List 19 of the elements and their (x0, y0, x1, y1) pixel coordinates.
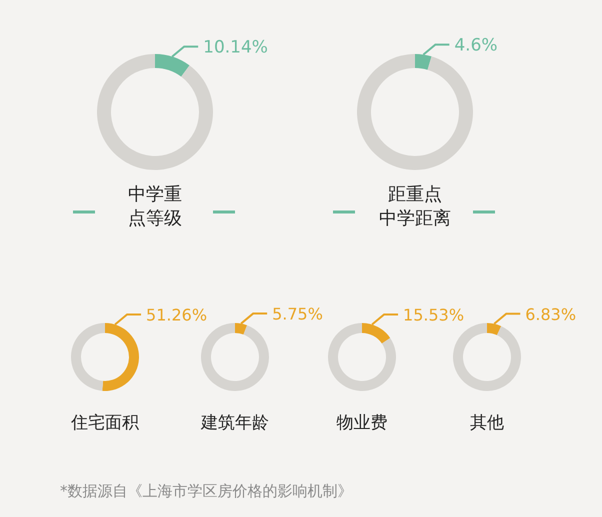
donut-slice (71, 323, 105, 391)
text: 其他 (470, 413, 504, 433)
text: 建筑年龄 (200, 413, 269, 433)
text: *数据源自《上海市学区房价格的影响机制》 (60, 482, 352, 500)
donut-slice (97, 54, 213, 170)
data-label: 4.6% (454, 36, 498, 56)
text: 物业费 (336, 413, 388, 433)
donut-slice (453, 323, 521, 391)
data-label: 15.53% (403, 306, 464, 325)
data-label: 51.26% (146, 306, 208, 325)
donut-slice (357, 54, 473, 170)
data-label: 5.75% (272, 304, 323, 324)
data-label: 6.83% (525, 304, 576, 324)
data-label: 10.14% (203, 38, 268, 58)
donut-slice (201, 323, 269, 391)
text: 中学重点等级 (128, 184, 182, 229)
text: 距重点中学距离 (379, 184, 451, 229)
text: 住宅面积 (70, 413, 139, 433)
donut-slice (328, 323, 396, 391)
